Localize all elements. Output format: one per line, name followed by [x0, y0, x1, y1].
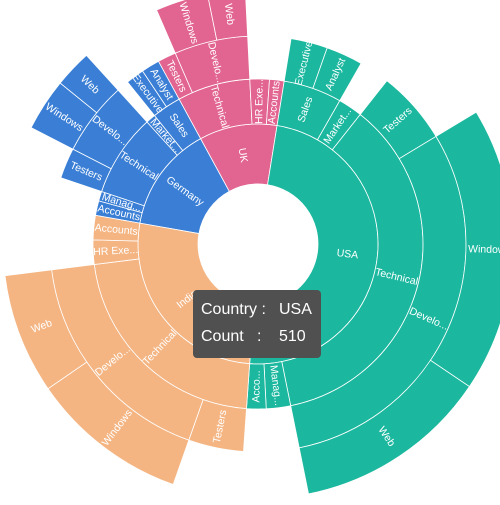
- label-node-usa-management: Manag...: [267, 364, 284, 406]
- label-node-india-accounts: Accounts: [94, 222, 138, 238]
- label-node-uk: UK: [236, 147, 250, 163]
- segment-node-uk-technical-developers-web[interactable]: [207, 0, 249, 41]
- label-node-usa-technical-developers-windows: Windows: [468, 243, 500, 256]
- label-node-uk-hr-executives: HR Exe...: [253, 79, 265, 124]
- label-node-usa-accounts: Acco...: [250, 370, 262, 402]
- label-node-uk-technical-developers-web: Web: [222, 3, 237, 26]
- tooltip-count-key: Count :: [201, 327, 266, 345]
- tooltip-count-value: 510: [279, 327, 306, 345]
- segment-node-india-accounts[interactable]: [92, 214, 141, 242]
- tooltip-country-key: Country :: [201, 300, 271, 318]
- tooltip-row-count: Count : 510: [201, 323, 313, 350]
- segment-node-germany-technical-developers-web[interactable]: [59, 54, 119, 114]
- segment-node-india-technical-developers-web[interactable]: [4, 269, 88, 390]
- segments-layer: [4, 0, 500, 495]
- label-node-uk-accounts: Accounts: [266, 80, 283, 124]
- label-node-india-hr-executives: HR Exe...: [93, 244, 138, 258]
- tooltip-country-value: USA: [279, 300, 312, 318]
- segment-node-usa-technical-developers-web[interactable]: [298, 359, 470, 495]
- chart-tooltip: Country : USA Count : 510: [193, 290, 321, 358]
- tooltip-row-country: Country : USA: [201, 296, 313, 323]
- label-node-usa: USA: [336, 247, 359, 261]
